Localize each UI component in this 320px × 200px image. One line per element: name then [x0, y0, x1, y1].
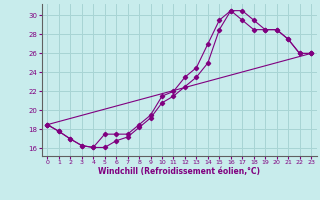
X-axis label: Windchill (Refroidissement éolien,°C): Windchill (Refroidissement éolien,°C) — [98, 167, 260, 176]
